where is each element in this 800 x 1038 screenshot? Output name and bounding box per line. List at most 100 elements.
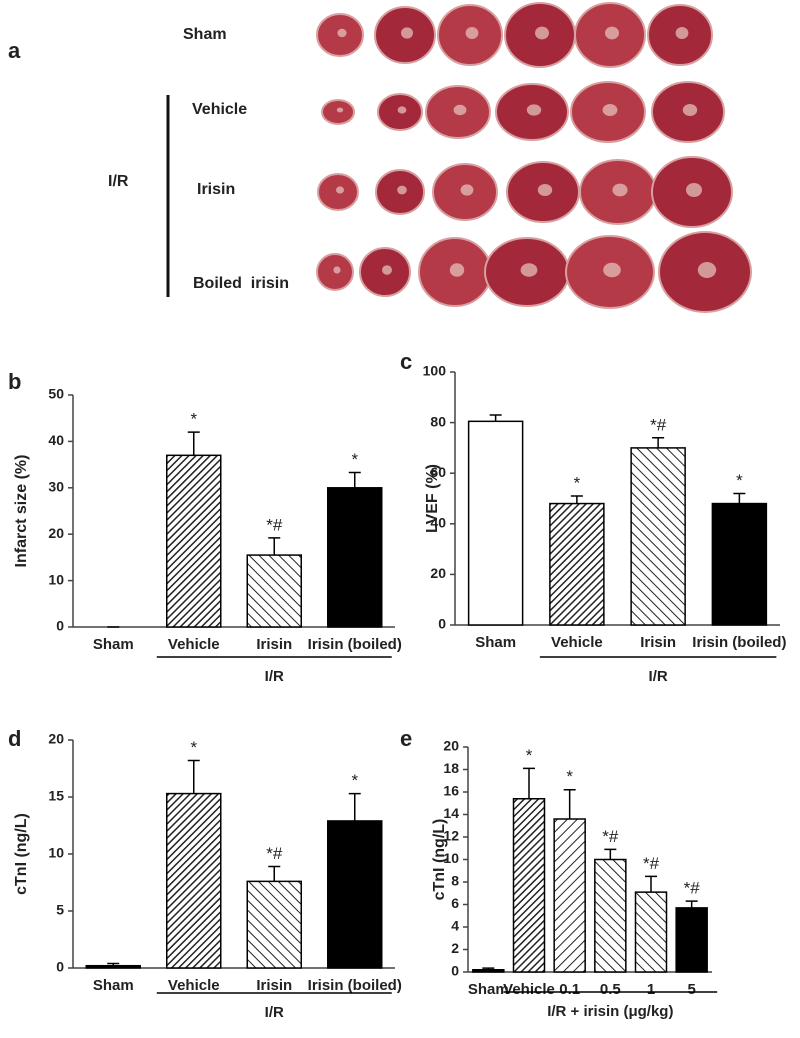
y-tick-label: 18 — [443, 760, 459, 776]
bar — [166, 454, 222, 628]
error-bar — [107, 962, 120, 966]
x-tick-label: 0.1 — [559, 981, 580, 998]
x-tick-label: Vehicle — [168, 977, 220, 994]
significance-label: * — [566, 767, 573, 786]
y-tick-label: 8 — [451, 873, 459, 889]
error-bar — [268, 865, 281, 882]
significance-label: *# — [650, 415, 667, 434]
slice-core — [612, 183, 628, 197]
bar — [553, 818, 586, 973]
y-axis-label: cTnI (ng/L) — [431, 819, 448, 901]
x-tick-label: Vehicle — [551, 634, 603, 651]
panel-letter: e — [400, 726, 412, 751]
slice-core — [675, 27, 689, 39]
significance-label: * — [351, 771, 358, 790]
y-tick-label: 10 — [48, 845, 64, 861]
slice-core — [465, 27, 479, 39]
y-tick-label: 20 — [430, 565, 446, 581]
slice-core — [602, 104, 618, 116]
slice-core — [337, 28, 347, 38]
y-tick-label: 4 — [451, 918, 459, 934]
slice-core — [526, 104, 542, 116]
slice-core — [520, 263, 538, 277]
panel-letter: a — [8, 38, 21, 63]
bar — [85, 964, 141, 969]
y-tick-label: 12 — [443, 828, 459, 844]
x-tick-label: 1 — [647, 981, 655, 998]
bar — [549, 502, 605, 626]
y-axis-label: LVEF (%) — [424, 464, 441, 533]
y-tick-label: 10 — [48, 571, 64, 587]
significance-label: *# — [684, 879, 701, 898]
x-tick-label: Sham — [468, 981, 509, 998]
error-bar — [348, 471, 361, 488]
significance-label: *# — [266, 844, 283, 863]
heart-slice — [321, 99, 355, 125]
x-tick-label: Irisin (boiled) — [692, 634, 786, 651]
slice-core — [686, 183, 702, 197]
bar — [675, 907, 708, 973]
slice-core — [397, 106, 407, 114]
panel-letter: d — [8, 726, 21, 751]
slice-core — [460, 184, 474, 196]
bar — [166, 792, 222, 969]
group-label: I/R — [265, 1004, 284, 1021]
y-tick-label: 50 — [48, 386, 64, 402]
error-bar — [570, 495, 583, 504]
error-bar — [268, 537, 281, 556]
y-axis-label: cTnI (ng/L) — [13, 813, 30, 895]
error-bar — [733, 492, 746, 504]
x-tick-label: Sham — [475, 634, 516, 651]
x-tick-label: Sham — [93, 977, 134, 994]
y-tick-label: 0 — [438, 616, 446, 632]
error-bar — [563, 789, 576, 819]
slice-core — [453, 104, 467, 116]
y-tick-label: 80 — [430, 413, 446, 429]
x-tick-label: Irisin (boiled) — [308, 977, 402, 994]
y-axis-label: Infarct size (%) — [13, 455, 30, 568]
y-tick-label: 20 — [48, 731, 64, 747]
error-bar — [604, 848, 617, 860]
y-tick-label: 10 — [443, 850, 459, 866]
y-tick-label: 20 — [48, 525, 64, 541]
row-label: Boiled irisin — [193, 275, 289, 292]
slice-core — [449, 263, 465, 277]
x-tick-label: Vehicle — [168, 636, 220, 653]
error-bar — [482, 967, 495, 970]
y-tick-label: 100 — [423, 363, 447, 379]
group-label: I/R + irisin (μg/kg) — [547, 1003, 673, 1020]
error-bar — [187, 431, 200, 456]
y-tick-label: 5 — [56, 902, 64, 918]
x-tick-label: Irisin (boiled) — [308, 636, 402, 653]
y-tick-label: 60 — [430, 464, 446, 480]
y-tick-label: 40 — [430, 515, 446, 531]
panel-letter: c — [400, 349, 412, 374]
group-label: I/R — [265, 668, 284, 685]
slice-core — [535, 26, 549, 40]
slice-core — [682, 104, 698, 116]
slice-core — [401, 27, 413, 39]
y-tick-label: 40 — [48, 432, 64, 448]
x-tick-label: Irisin — [256, 636, 292, 653]
significance-label: * — [526, 746, 533, 765]
y-tick-label: 6 — [451, 895, 459, 911]
heart-slices: a Sham Vehicle Irisin Boiled irisin I/R — [8, 2, 752, 313]
bar — [594, 858, 627, 973]
bar — [630, 447, 686, 626]
significance-label: *# — [266, 515, 283, 534]
error-bar — [489, 414, 502, 422]
error-bar — [523, 767, 535, 799]
y-tick-label: 0 — [451, 963, 459, 979]
significance-label: * — [736, 471, 743, 490]
slice-core — [697, 262, 717, 278]
x-tick-label: Sham — [93, 636, 134, 653]
group-label: I/R — [649, 668, 668, 685]
bar — [467, 420, 524, 626]
y-tick-label: 20 — [443, 738, 459, 754]
error-bar — [645, 875, 657, 893]
error-bar — [685, 900, 698, 908]
x-tick-label: 0.5 — [600, 981, 621, 998]
y-tick-label: 30 — [48, 479, 64, 495]
panel-letter: b — [8, 369, 21, 394]
